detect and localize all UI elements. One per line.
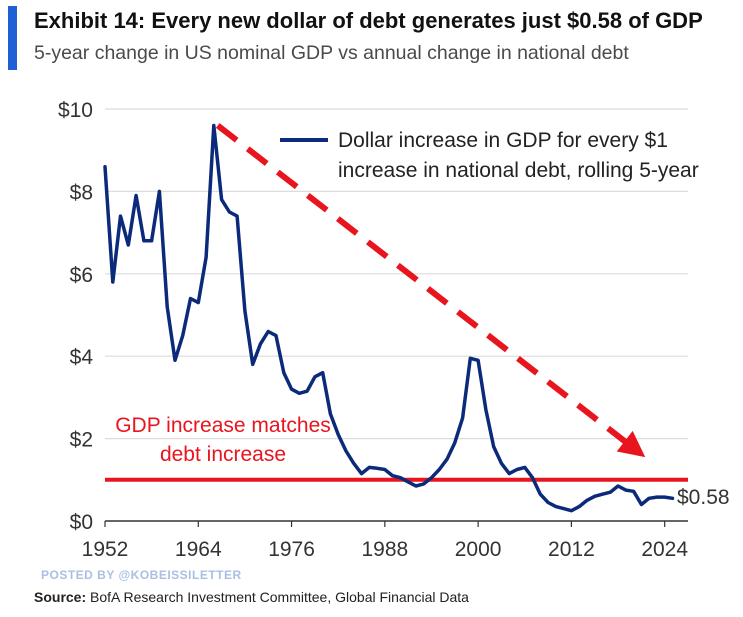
y-tick-label: $10 <box>58 99 93 122</box>
title-accent-bar <box>8 6 17 70</box>
x-tick-label: 1964 <box>175 538 222 561</box>
legend-label: increase in national debt, rolling 5-yea… <box>338 159 699 182</box>
y-tick-label: $2 <box>70 429 93 452</box>
series-line <box>103 123 675 513</box>
y-tick-label: $6 <box>70 264 93 287</box>
y-tick-label: $4 <box>70 346 94 369</box>
source-note: Source: BofA Research Investment Committ… <box>34 589 469 605</box>
x-tick-label: 1988 <box>361 538 408 561</box>
legend-label: Dollar increase in GDP for every $1 <box>338 129 668 152</box>
x-tick-label: 2012 <box>548 538 595 561</box>
source-text: BofA Research Investment Committee, Glob… <box>86 589 469 605</box>
trend-arrow-head <box>616 430 646 458</box>
y-tick-label: $0 <box>70 511 93 534</box>
source-label: Source: <box>34 589 87 605</box>
reference-line-label: debt increase <box>160 443 286 466</box>
x-tick-label: 2000 <box>455 538 502 561</box>
y-tick-label: $8 <box>70 181 93 204</box>
trend-arrow-shaft <box>215 123 633 449</box>
chart-subtitle: 5-year change in US nominal GDP vs annua… <box>34 42 629 64</box>
x-tick-label: 1952 <box>82 538 129 561</box>
x-tick-label: 1976 <box>268 538 315 561</box>
reference-line-label: GDP increase matches <box>115 414 331 437</box>
x-tick-label: 2024 <box>641 538 688 561</box>
chart-title: Exhibit 14: Every new dollar of debt gen… <box>34 8 703 33</box>
end-value-label: $0.58 <box>677 486 730 509</box>
watermark: POSTED BY @KOBEISSILETTER <box>41 568 242 582</box>
